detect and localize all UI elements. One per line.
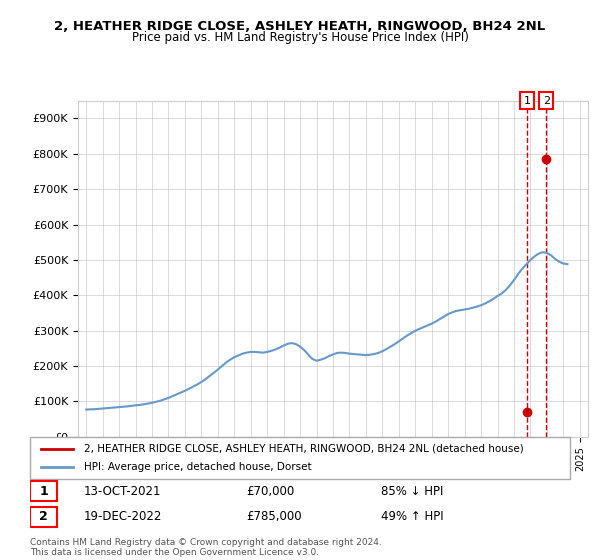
Text: Contains HM Land Registry data © Crown copyright and database right 2024.
This d: Contains HM Land Registry data © Crown c… xyxy=(30,538,382,557)
Text: 1: 1 xyxy=(39,485,48,498)
Text: 1: 1 xyxy=(523,96,530,106)
FancyBboxPatch shape xyxy=(30,437,570,479)
Text: Price paid vs. HM Land Registry's House Price Index (HPI): Price paid vs. HM Land Registry's House … xyxy=(131,31,469,44)
Text: £785,000: £785,000 xyxy=(246,510,302,523)
Text: HPI: Average price, detached house, Dorset: HPI: Average price, detached house, Dors… xyxy=(84,462,311,472)
Text: 2, HEATHER RIDGE CLOSE, ASHLEY HEATH, RINGWOOD, BH24 2NL: 2, HEATHER RIDGE CLOSE, ASHLEY HEATH, RI… xyxy=(55,20,545,32)
FancyBboxPatch shape xyxy=(30,482,57,502)
Text: 2: 2 xyxy=(542,96,550,106)
Text: 13-OCT-2021: 13-OCT-2021 xyxy=(84,485,161,498)
FancyBboxPatch shape xyxy=(30,506,57,526)
Text: 19-DEC-2022: 19-DEC-2022 xyxy=(84,510,163,523)
Text: £70,000: £70,000 xyxy=(246,485,294,498)
Text: 2: 2 xyxy=(39,510,48,523)
Text: 49% ↑ HPI: 49% ↑ HPI xyxy=(381,510,443,523)
Text: 2, HEATHER RIDGE CLOSE, ASHLEY HEATH, RINGWOOD, BH24 2NL (detached house): 2, HEATHER RIDGE CLOSE, ASHLEY HEATH, RI… xyxy=(84,444,524,454)
Text: 85% ↓ HPI: 85% ↓ HPI xyxy=(381,485,443,498)
